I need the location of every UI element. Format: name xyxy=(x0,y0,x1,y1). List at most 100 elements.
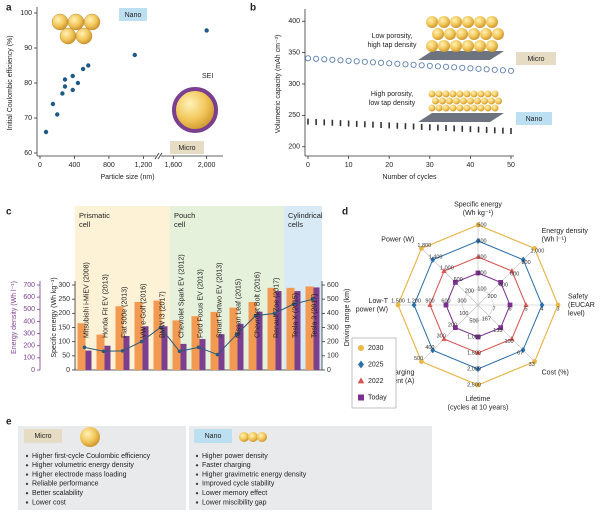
x-tick-label: Chevrolet Bolt (2016) xyxy=(254,272,261,338)
box-item: Higher power density xyxy=(202,453,268,460)
point xyxy=(70,87,75,93)
bar xyxy=(77,323,86,370)
point xyxy=(426,62,433,69)
annotation-line: high tap density xyxy=(367,42,417,49)
marker xyxy=(395,302,401,308)
point xyxy=(502,127,504,134)
marker xyxy=(523,302,529,307)
tick-label: 1,500 xyxy=(467,350,481,356)
sphere-icon xyxy=(67,13,85,31)
sphere-icon xyxy=(470,104,478,112)
y-tick-label: 600 xyxy=(327,282,339,289)
sphere-icon xyxy=(51,13,69,31)
y-tick-label: 70 xyxy=(24,115,32,122)
axis-label-line: (EUCAR xyxy=(568,302,595,309)
axis-label-line: (Wh l⁻¹) xyxy=(542,236,567,243)
bar xyxy=(199,339,206,370)
sphere-icon xyxy=(474,40,486,52)
tick-label: 1,000 xyxy=(440,266,454,272)
point xyxy=(469,126,472,133)
sphere-icon xyxy=(80,427,100,447)
annotation: SEI xyxy=(202,73,213,80)
panel-label: e xyxy=(6,417,12,428)
group-label-line: Prismatic xyxy=(79,211,110,220)
x-tick-label: Mitsubishi i-MiEV (2008) xyxy=(83,262,90,338)
bar xyxy=(313,287,320,370)
y-tick-label: 0 xyxy=(31,367,35,374)
tick-label: 5 xyxy=(524,306,527,312)
sphere-icon xyxy=(486,40,498,52)
sphere-icon xyxy=(442,90,450,98)
tick-label: 100 xyxy=(504,339,513,345)
bar xyxy=(218,334,225,370)
tick-label: 1,400 xyxy=(429,254,443,260)
marker xyxy=(475,334,481,340)
group-background xyxy=(170,206,284,370)
marker xyxy=(532,359,537,364)
sphere-icon xyxy=(435,104,443,112)
box-item: Higher gravimetric energy density xyxy=(202,471,307,478)
group-label: Cylindrical cells xyxy=(288,211,323,229)
point xyxy=(82,345,87,350)
axis-label: Lifetime (cycles at 10 years) xyxy=(448,396,509,412)
box-item: Lower memory effect xyxy=(202,490,267,497)
sphere-icon xyxy=(467,97,474,105)
bar xyxy=(142,326,149,370)
point xyxy=(361,58,368,65)
point xyxy=(475,65,482,72)
panel-label: a xyxy=(6,3,12,14)
marker xyxy=(441,336,447,341)
point xyxy=(461,125,464,132)
point xyxy=(55,112,60,117)
bar xyxy=(256,311,263,370)
axis-label-line: Safety xyxy=(568,293,588,300)
axis-label: Charging current (A) xyxy=(381,369,414,385)
bar xyxy=(275,291,282,370)
axis-label: Energy density (Wh l⁻¹) xyxy=(11,281,18,354)
point xyxy=(491,66,498,73)
y-tick-label: 0 xyxy=(66,367,70,374)
tick-label: 167 xyxy=(482,316,491,322)
label-box xyxy=(516,112,552,125)
legend-label: 2030 xyxy=(368,345,384,352)
tick-label: 500 xyxy=(469,318,478,324)
axis-label-line: (cycles at 10 years) xyxy=(448,404,509,411)
x-tick-label: 1,600 xyxy=(165,162,183,169)
axis-label-line: level) xyxy=(568,310,585,317)
legend-label: 2022 xyxy=(368,378,384,385)
point xyxy=(372,121,374,128)
sphere-icon xyxy=(426,16,438,28)
y-tick-label: 80 xyxy=(24,80,32,87)
point xyxy=(323,119,326,126)
tick-label: 1,500 xyxy=(391,298,405,304)
sphere-icon xyxy=(486,16,498,28)
x-tick-label: Smart Fortwo EV (2013) xyxy=(216,263,223,338)
tick-label: 133 xyxy=(493,328,502,334)
tick-label: 6 xyxy=(508,306,511,312)
point xyxy=(477,126,480,133)
tick-label: 200 xyxy=(448,322,457,328)
point xyxy=(420,123,423,130)
sphere-icon xyxy=(495,97,502,105)
y-tick-label: 100 xyxy=(327,353,339,360)
point xyxy=(499,67,506,74)
bar xyxy=(305,286,314,370)
point xyxy=(196,345,201,350)
marker xyxy=(520,256,526,263)
point xyxy=(62,84,68,89)
marker xyxy=(539,301,545,309)
point xyxy=(139,339,144,344)
legend-label: Today xyxy=(368,394,387,401)
tick-label: 300 xyxy=(437,334,446,340)
bullet xyxy=(195,464,199,467)
point xyxy=(158,325,163,330)
point xyxy=(402,61,409,68)
point xyxy=(80,66,86,72)
point xyxy=(451,64,458,71)
x-tick-label: 50 xyxy=(507,162,515,169)
annotation: High porosity, low tap density xyxy=(369,91,416,107)
axis-label-line: Lifetime xyxy=(466,396,491,403)
bullet xyxy=(195,501,199,504)
point xyxy=(307,118,309,125)
